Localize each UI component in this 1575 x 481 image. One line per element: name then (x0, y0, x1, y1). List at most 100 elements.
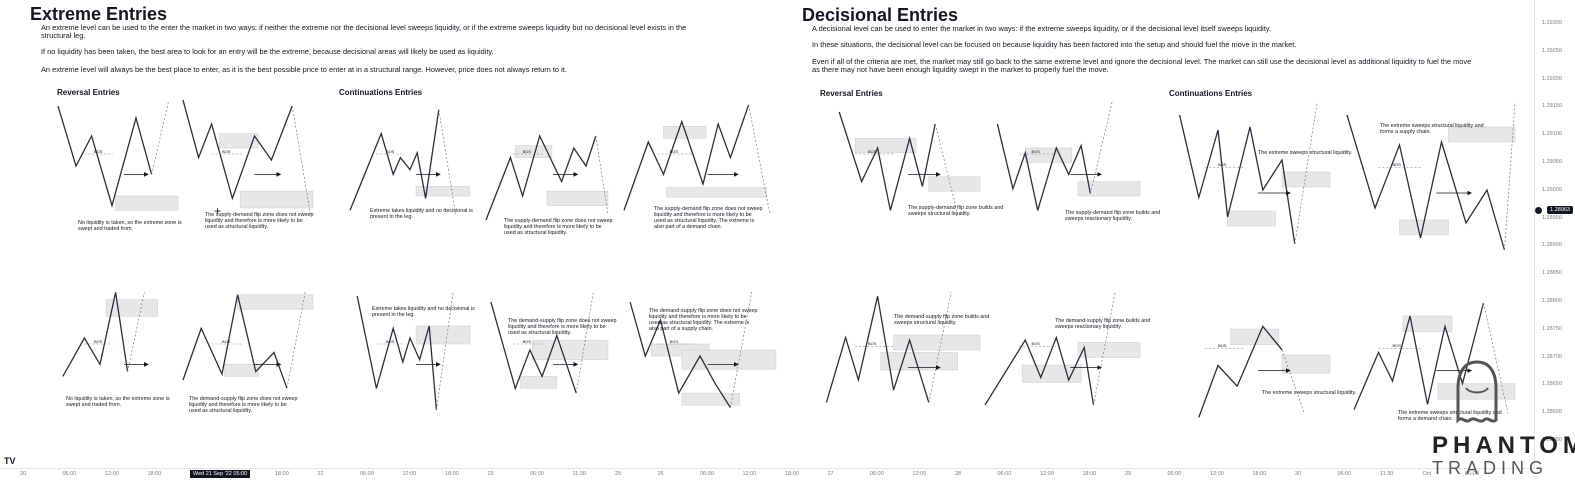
diagram-3-projection (438, 109, 456, 215)
diagram-9-zone-1 (532, 340, 609, 360)
diagram-9-bos-label: BOS (523, 339, 532, 344)
time-tick-label: 06:00 (62, 471, 77, 477)
diagram-10-price-path (629, 301, 731, 408)
time-tick-label: 29 (1125, 471, 1132, 477)
time-tick-label: 18:00 (1252, 471, 1267, 477)
extreme-paragraph-1: An extreme level can be used to the ente… (41, 23, 687, 41)
price-tick-label: 1.29150 (1542, 103, 1562, 110)
decisional-entries-title: Decisional Entries (802, 5, 959, 25)
price-tick-label: 1.29300 (1542, 20, 1562, 26)
price-tick-label: 1.28700 (1542, 353, 1562, 360)
time-tick-label: 06:00 (360, 471, 374, 477)
diagram-12-price-path (996, 123, 1092, 211)
diagram-6-price-path (62, 292, 129, 377)
price-axis[interactable]: 1.29300 1.29250 1.29200 1.29150 1.29100 1.290… (1534, 0, 1575, 481)
diagram-15-bos-label: BOS (868, 341, 877, 346)
tradingview-logo[interactable]: TV (4, 456, 16, 466)
diagram-8-bos-label: BOS (386, 339, 395, 344)
diagram-8-zone-1 (415, 325, 471, 345)
price-tick-label: 1.29050 (1542, 159, 1562, 165)
time-tick-label: 18:00 (275, 471, 289, 477)
diagram-11-zone-1 (854, 138, 917, 154)
diagram-7-price-path (182, 294, 288, 389)
diagram-12-zone-2 (1077, 181, 1141, 197)
time-tick-label: 18:00 (445, 471, 459, 477)
price-tick-label: 1.28850 (1542, 270, 1562, 277)
chart-canvas[interactable]: BOS BOS BOS BOS BOS BOS BOS BOS BOS BOS BOS BOS BOS B… (0, 0, 1535, 469)
time-tick-label: 18:00 (1082, 471, 1097, 477)
price-tick-label: 1.28650 (1542, 381, 1562, 388)
extreme-paragraph-3: An extreme level will always be the best… (41, 65, 567, 74)
diagram-6-projection (127, 291, 145, 372)
diagram-16-bos-label: BOS (1032, 341, 1041, 346)
diagram-13-zone-1 (1227, 210, 1276, 227)
diagram-9-projection (575, 291, 594, 394)
extreme-entries-title: Extreme Entries (30, 4, 168, 24)
diagram-13-bos-label: BOS (1218, 162, 1227, 167)
extreme-paragraph-2: If no liquidity has been taken, the best… (41, 47, 494, 56)
diagram-18-projection (1483, 302, 1509, 414)
decisional-paragraph-3: Even if all of the criteria are met, the… (812, 57, 1472, 75)
time-tick-label: 12:00 (402, 471, 417, 477)
diagram-3-zone-1 (415, 186, 471, 197)
diagram-8-caption: Extreme takes liquidity and no decisiona… (372, 306, 475, 318)
diagram-16-price-path (984, 335, 1095, 406)
price-tick-label: 1.29200 (1542, 75, 1562, 82)
diagram-11-projection (934, 123, 958, 215)
diagram-4-bos-label: BOS (523, 149, 532, 154)
clock-icon[interactable] (1535, 207, 1542, 214)
price-tick-label: 1.28550 (1542, 437, 1562, 443)
diagram-12-projection (1090, 101, 1113, 194)
diagram-3-price-path (349, 109, 440, 211)
diagram-10-zone-2 (681, 349, 777, 370)
time-tick-label: 30 (1295, 471, 1302, 477)
time-tick-label: 18:00 (785, 471, 799, 477)
diagram-2-caption: The supply-demand flip zone does not swe… (205, 212, 314, 230)
time-tick-label: 12:00 (742, 471, 757, 477)
diagram-14-caption: The extreme sweeps structural liquidity … (1380, 123, 1484, 135)
price-tick-label: 1.29250 (1542, 47, 1562, 54)
price-tick-label: 1.28950 (1542, 214, 1562, 221)
current-price-label: 1.28963 (1547, 206, 1573, 214)
diagram-8-price-path (356, 295, 438, 411)
time-tick-label: 06:00 (1167, 471, 1182, 477)
diagram-13-price-path (1178, 114, 1296, 245)
diagram-10-caption: The demand-supply flip zone does not swe… (649, 308, 758, 332)
diagram-17-bos-label: BOS (1218, 343, 1227, 348)
time-tick-label: 27 (827, 471, 834, 477)
diagram-15-zone-2 (893, 334, 981, 351)
diagram-11-bos-label: BOS (868, 149, 877, 154)
time-axis[interactable]: 2006:0012:0018:002112:0018:002206:0012:0… (0, 468, 1535, 481)
diagram-11-caption: The supply-demand flip zone builds and s… (908, 205, 1004, 217)
diagram-18-caption: The extreme sweeps structural liquidity … (1398, 410, 1502, 422)
diagram-6-caption: No liquidity is taken, so the extreme zo… (66, 396, 170, 408)
diagram-5-bos-label: BOS (670, 149, 679, 154)
diagram-16-caption: The demand-supply flip zone builds and s… (1055, 318, 1151, 330)
phantom-ghost-icon (1456, 360, 1498, 424)
diagram-13-zone-2 (1281, 171, 1331, 188)
diagram-15-projection (928, 291, 952, 403)
diagram-9-zone-2 (519, 376, 558, 389)
phantom-brand-name: PHANTOM (1432, 432, 1575, 459)
time-tick-label: 06:00 (1337, 471, 1352, 477)
time-tick-label: Oct (1422, 471, 1432, 477)
diagram-9-caption: The demand-supply flip zone does not swe… (508, 318, 617, 336)
time-tick-label: 06:00 (997, 471, 1012, 477)
diagram-5-projection (748, 104, 771, 215)
diagram-1-price-path (57, 105, 153, 208)
diagram-11-price-path (838, 111, 936, 211)
diagram-14-price-path (1346, 114, 1506, 251)
diagram-2-zone-2 (239, 190, 314, 209)
time-tick-label: 12:00 (1040, 471, 1054, 477)
diagram-7-projection (286, 291, 306, 389)
extreme-continuation-label: Continuations Entries (339, 88, 423, 97)
diagram-1-projection (151, 101, 169, 175)
diagram-17-price-path (1198, 325, 1283, 418)
diagram-2-bos-label: BOS (222, 149, 231, 154)
diagram-10-bos-label: BOS (670, 339, 679, 344)
diagram-15-caption: The demand-supply flip zone builds and s… (894, 314, 990, 326)
diagram-7-bos-label: BOS (222, 339, 231, 344)
diagram-3-caption: Extreme takes liquidity and no decisiona… (370, 208, 473, 220)
price-tick-label: 1.28600 (1542, 409, 1562, 416)
diagram-6-bos-label: BOS (94, 339, 103, 344)
